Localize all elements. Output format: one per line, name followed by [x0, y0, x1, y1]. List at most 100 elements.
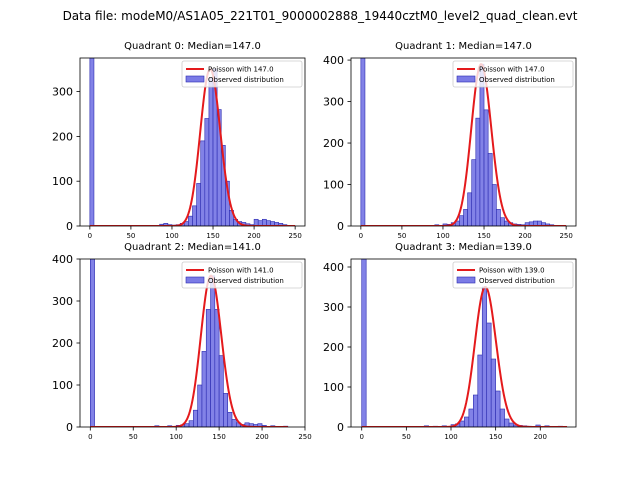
plot-area	[361, 259, 568, 427]
histogram-bar	[188, 215, 193, 226]
y-tick-label: 0	[66, 220, 73, 233]
histogram-bar	[467, 192, 473, 226]
y-tick-label: 100	[52, 379, 73, 392]
x-tick-label: 0	[359, 433, 363, 441]
x-tick-label: 150	[206, 232, 219, 240]
y-tick-label: 0	[337, 220, 344, 233]
y-tick-label: 200	[52, 337, 73, 350]
histogram-bar	[360, 58, 366, 226]
histogram-bar	[479, 63, 485, 226]
x-tick-label: 50	[397, 232, 406, 240]
legend-frame	[452, 261, 574, 289]
legend-poisson-label: Poisson with 147.0	[208, 66, 274, 74]
histogram-bar	[475, 117, 481, 226]
x-tick-label: 250	[288, 232, 301, 240]
legend-poisson-label: Poisson with 139.0	[479, 267, 545, 275]
x-tick-label: 200	[247, 232, 260, 240]
histogram-bar	[495, 390, 501, 427]
y-tick-label: 200	[323, 341, 344, 354]
axes-frame	[350, 258, 577, 428]
histogram-bar	[223, 393, 229, 427]
figure-title: Data file: modeM0/AS1A05_221T01_90000028…	[63, 9, 578, 23]
x-tick-label: 50	[129, 433, 138, 441]
y-tick-label: 400	[52, 253, 73, 266]
histogram-bar	[487, 153, 493, 226]
legend-hist-swatch	[185, 276, 205, 284]
histogram-bar	[468, 408, 474, 427]
legend-frame	[181, 261, 303, 289]
y-tick-label: 300	[52, 86, 73, 99]
subplot-title: Quadrant 2: Median=141.0	[124, 242, 261, 253]
x-tick-label: 0	[88, 433, 92, 441]
y-tick-label: 400	[323, 54, 344, 67]
y-tick-label: 200	[52, 130, 73, 143]
y-tick-label: 300	[52, 295, 73, 308]
histogram-bar	[361, 259, 367, 427]
legend-frame	[181, 60, 303, 88]
plot-area	[360, 58, 567, 226]
x-tick-label: 200	[518, 232, 531, 240]
legend-poisson-label: Poisson with 147.0	[479, 66, 545, 74]
poisson-curve	[90, 274, 288, 427]
y-tick-label: 100	[52, 175, 73, 188]
histogram-bar	[214, 309, 220, 427]
legend: Poisson with 147.0 Observed distribution	[452, 60, 574, 88]
histogram-bar	[184, 423, 190, 427]
histogram-bar	[210, 275, 216, 427]
histogram-bar	[90, 259, 95, 427]
x-tick-label: 100	[444, 433, 457, 441]
histogram-bar	[204, 118, 210, 226]
x-tick-label: 50	[126, 232, 135, 240]
histogram-bar	[188, 420, 194, 427]
histogram-bar	[491, 184, 497, 226]
y-tick-label: 300	[323, 96, 344, 109]
histogram-bar	[499, 408, 505, 427]
histogram-bar	[471, 159, 477, 226]
poisson-curve	[89, 68, 296, 226]
legend-hist-label: Observed distribution	[208, 277, 284, 285]
histogram-bar	[473, 394, 479, 427]
histogram-bar	[477, 354, 483, 427]
legend-hist-swatch	[456, 75, 476, 83]
histogram-bar	[481, 286, 488, 427]
histogram-bar	[459, 420, 465, 427]
legend: Poisson with 141.0 Observed distribution	[181, 261, 303, 289]
y-tick-label: 100	[323, 179, 344, 192]
subplot-grid: Quadrant 0: Median=147.0 0 50 100 150 200 250 0…	[52, 41, 577, 441]
histogram-bar	[192, 205, 197, 226]
y-tick-label: 100	[323, 381, 344, 394]
legend-hist-label: Observed distribution	[208, 76, 284, 84]
histogram-bar	[208, 77, 214, 226]
y-tick-label: 0	[337, 421, 344, 434]
histogram-bar	[490, 358, 496, 427]
histogram-bar	[227, 411, 233, 427]
x-tick-label: 100	[436, 232, 449, 240]
histogram-bar	[197, 384, 203, 427]
histogram-bar	[261, 218, 267, 226]
histogram-bar	[89, 58, 95, 226]
histogram-bar	[464, 416, 470, 427]
histogram-bar	[459, 215, 464, 226]
x-tick-label: 150	[212, 433, 225, 441]
axes-frame	[350, 57, 577, 227]
x-tick-label: 250	[559, 232, 572, 240]
legend-hist-swatch	[185, 75, 205, 83]
plot-area	[89, 58, 296, 226]
y-tick-label: 300	[323, 301, 344, 314]
x-tick-label: 150	[477, 232, 490, 240]
histogram-bar	[196, 183, 202, 226]
x-tick-label: 0	[88, 232, 92, 240]
x-tick-label: 200	[534, 433, 547, 441]
y-tick-label: 200	[323, 137, 344, 150]
subplot-quadrant-1: Quadrant 1: Median=147.0 0 50 100 150 200 250 0…	[323, 41, 577, 240]
histogram-bar	[200, 140, 206, 226]
histogram-bar	[500, 217, 505, 226]
axes-frame	[79, 57, 306, 227]
legend: Poisson with 139.0 Observed distribution	[452, 261, 574, 289]
x-tick-label: 200	[255, 433, 268, 441]
x-tick-label: 250	[298, 433, 311, 441]
legend: Poisson with 147.0 Observed distribution	[181, 60, 303, 88]
subplot-title: Quadrant 3: Median=139.0	[395, 242, 532, 253]
poisson-curve	[361, 286, 568, 427]
x-tick-label: 100	[165, 232, 178, 240]
